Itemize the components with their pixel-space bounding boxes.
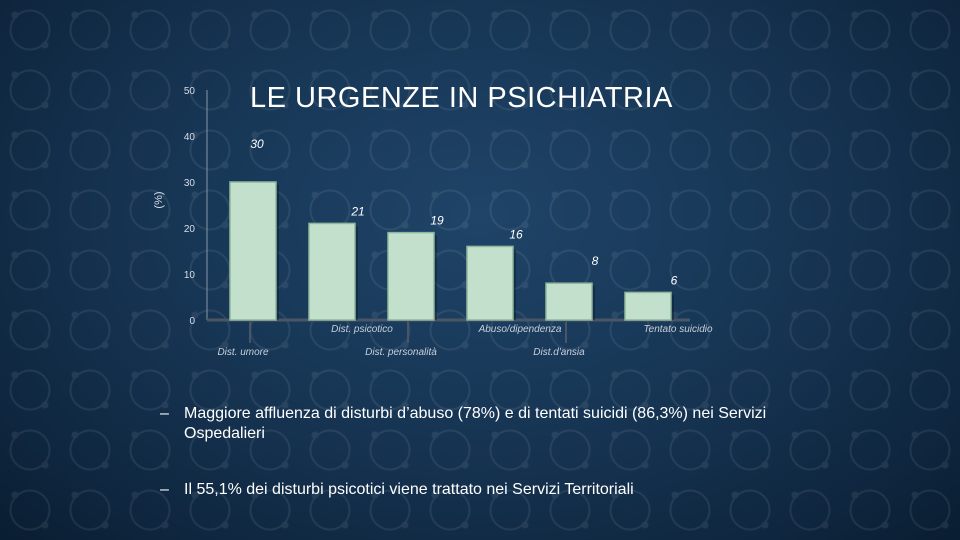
category-label: Dist. personalità — [365, 347, 437, 358]
category-label: Dist.d'ansia — [533, 347, 585, 358]
y-axis-label: (%) — [153, 191, 165, 208]
page-title: LE URGENZE IN PSICHIATRIA — [250, 82, 673, 114]
bullet-item: – Maggiore affluenza di disturbi d’abuso… — [160, 404, 800, 444]
bullet-dash: – — [160, 481, 169, 498]
data-label: 6 — [671, 273, 678, 287]
y-tick-label: 0 — [189, 316, 195, 327]
bullet-list: – Maggiore affluenza di disturbi d’abuso… — [160, 404, 800, 536]
bar — [229, 181, 277, 321]
data-label: 21 — [350, 204, 364, 218]
bullet-text: Il 55,1% dei disturbi psicotici viene tr… — [184, 481, 634, 498]
bar — [387, 231, 435, 321]
y-tick-label: 30 — [184, 178, 196, 189]
data-label: 30 — [250, 137, 264, 151]
bar — [545, 282, 593, 321]
category-label: Dist. umore — [217, 347, 269, 358]
y-tick-label: 20 — [184, 224, 196, 235]
y-tick-label: 10 — [184, 270, 196, 281]
bullet-dash: – — [160, 405, 169, 422]
y-tick-label: 50 — [184, 86, 196, 97]
bullet-item: – Il 55,1% dei disturbi psicotici viene … — [160, 480, 800, 500]
data-label: 8 — [592, 254, 599, 268]
bar-chart: 0 10 20 30 40 50 (%) 30 Dist. umore 21 Dist. psico… — [153, 86, 713, 358]
y-tick-label: 40 — [184, 132, 196, 143]
data-label: 19 — [430, 214, 444, 228]
bar — [466, 245, 514, 321]
category-label: Abuso/dipendenza — [478, 324, 562, 335]
bullet-text: Maggiore affluenza di disturbi d’abuso (… — [184, 405, 767, 442]
bar — [624, 291, 672, 321]
category-label: Dist. psicotico — [331, 324, 393, 335]
data-label: 16 — [509, 227, 523, 241]
category-label: Tentato suicidio — [643, 324, 713, 335]
bar — [308, 222, 356, 321]
